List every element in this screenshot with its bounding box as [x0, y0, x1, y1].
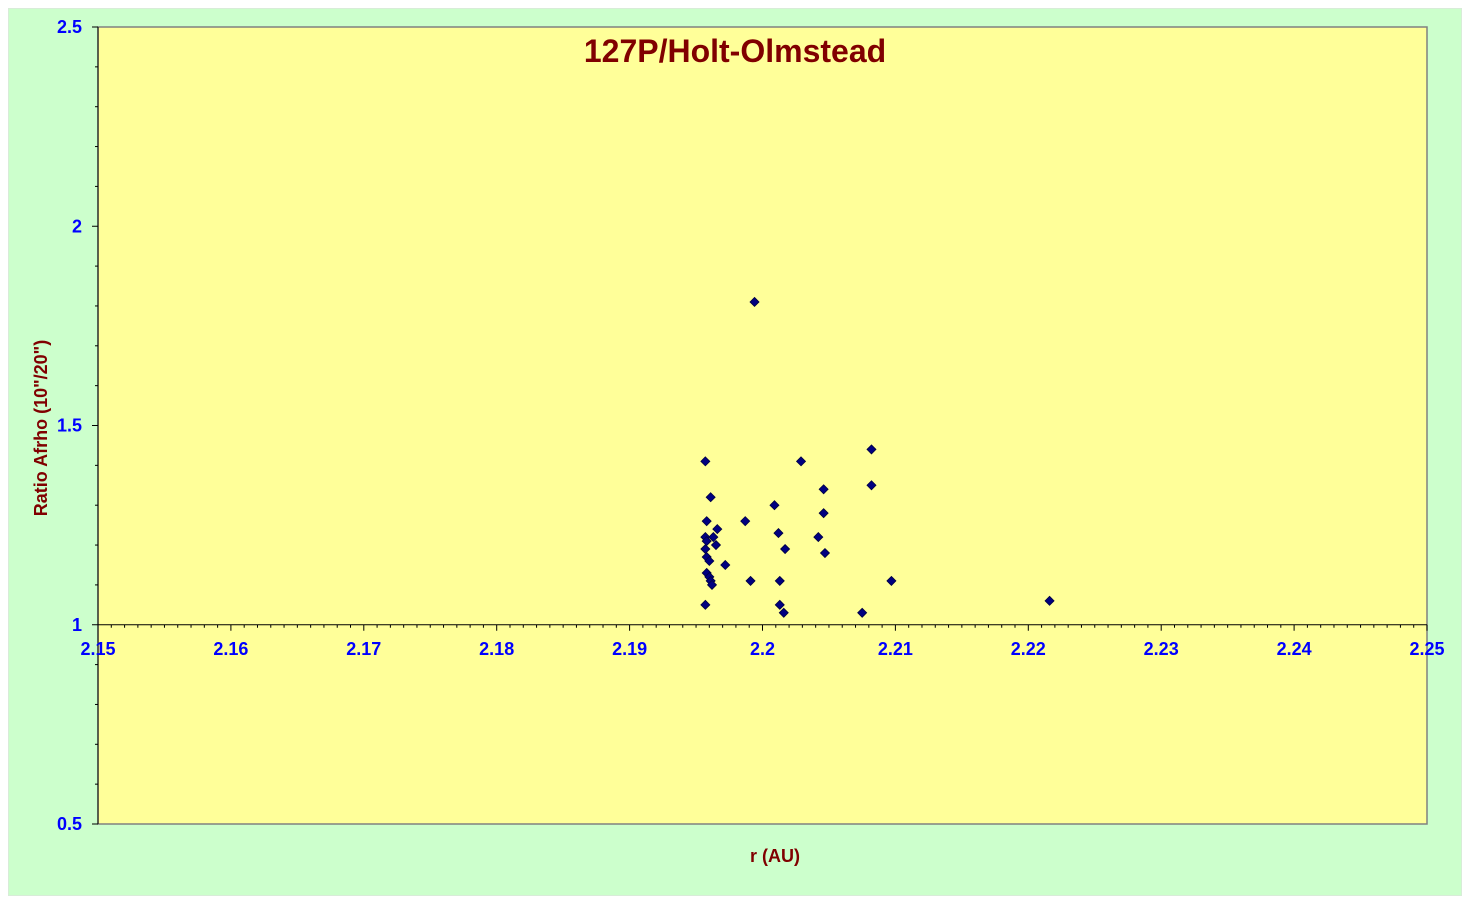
data-point	[700, 456, 711, 467]
data-point	[813, 532, 824, 543]
y-axis-label: Ratio Afrho (10"/20")	[31, 340, 51, 516]
y-tick-label: 1.5	[57, 416, 82, 436]
data-point	[774, 575, 785, 586]
chart-title: 127P/Holt-Olmstead	[584, 33, 886, 69]
data-point	[704, 555, 715, 567]
data-point	[778, 607, 789, 618]
data-point	[745, 575, 756, 586]
data-point	[818, 484, 829, 495]
x-tick-label: 2.15	[80, 639, 115, 659]
data-point	[773, 528, 784, 539]
x-tick-label: 2.22	[1011, 639, 1046, 659]
data-point	[819, 547, 831, 559]
y-tick-label: 0.5	[57, 814, 82, 834]
data-point	[780, 543, 791, 555]
plot-area	[97, 26, 1428, 825]
x-tick-label: 2.21	[878, 639, 913, 659]
x-tick-label: 2.18	[479, 639, 514, 659]
data-point	[886, 575, 897, 586]
y-tick-label: 1	[72, 615, 82, 635]
data-points	[700, 296, 1055, 618]
data-point	[857, 607, 868, 618]
data-point	[701, 516, 712, 527]
axes	[92, 26, 1428, 825]
data-point	[866, 480, 877, 491]
data-point	[769, 500, 780, 511]
x-tick-label: 2.16	[213, 639, 248, 659]
x-tick-label: 2.2	[750, 639, 775, 659]
data-point	[712, 524, 723, 535]
data-point	[866, 444, 877, 455]
x-tick-label: 2.19	[612, 639, 647, 659]
data-point	[700, 599, 711, 610]
data-point	[720, 559, 731, 571]
y-tick-label: 2	[72, 216, 82, 236]
data-point	[749, 296, 760, 308]
x-axis-label: r (AU)	[750, 846, 800, 866]
data-point	[795, 456, 807, 467]
data-point	[1044, 595, 1055, 606]
data-point	[705, 492, 716, 503]
data-point	[774, 599, 785, 610]
data-point	[708, 532, 719, 543]
x-tick-label: 2.23	[1144, 639, 1179, 659]
data-point	[740, 516, 751, 527]
tick-labels: 0.5 1 1.5 2 2.5 2.15 2.16 2.17 2.18 2.19 2.2 2.21 2.…	[57, 17, 1445, 834]
x-tick-label: 2.17	[346, 639, 381, 659]
data-point	[818, 508, 829, 519]
data-point	[706, 579, 718, 590]
x-tick-label: 2.24	[1277, 639, 1312, 659]
x-tick-label: 2.25	[1409, 639, 1444, 659]
data-point	[710, 539, 722, 551]
y-tick-label: 2.5	[57, 17, 82, 37]
